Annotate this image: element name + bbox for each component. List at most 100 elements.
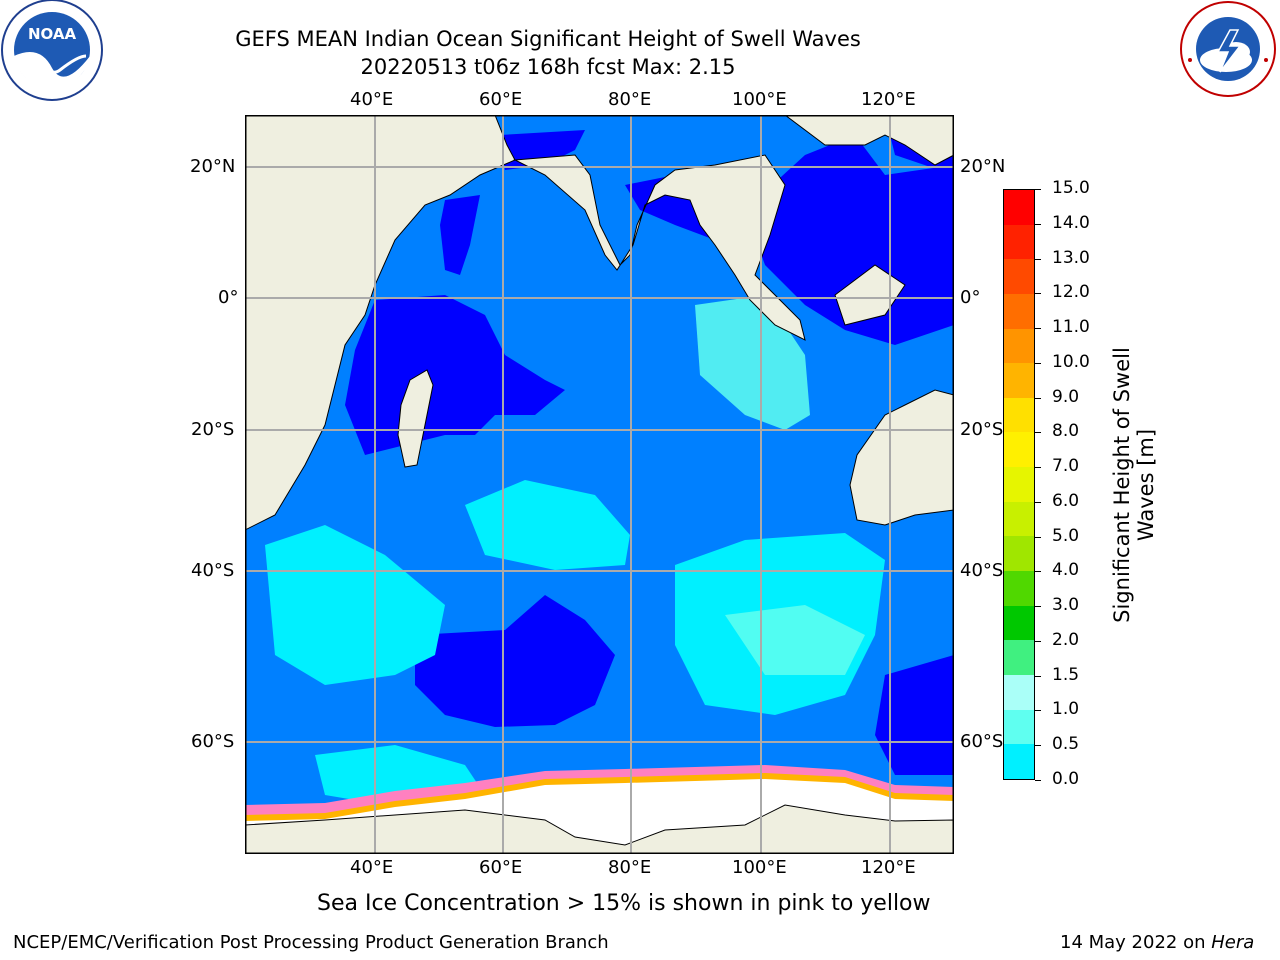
east-asia-land: [784, 115, 954, 166]
colorbar-tick-label: 0.0: [1052, 769, 1080, 789]
madagascar-land: [397, 369, 434, 468]
australia-land: [849, 389, 954, 526]
colorbar-tick-label: 6.0: [1052, 490, 1080, 511]
colorbar-segment: [1004, 709, 1034, 745]
title-line-1: GEFS MEAN Indian Ocean Significant Heigh…: [235, 27, 861, 51]
lat-label-left-20n: 20°N: [190, 156, 236, 177]
colorbar-tick-mark: [1035, 640, 1041, 642]
low-swell-maritime-asia: [745, 135, 954, 345]
colorbar-segment: [1004, 744, 1034, 779]
colorbar-tick-mark: [1035, 745, 1041, 747]
colorbar-tick-mark: [1035, 606, 1041, 608]
colorbar: [1003, 189, 1035, 780]
colorbar-tick-mark: [1035, 571, 1041, 573]
colorbar-tick-label: 2.0: [1052, 629, 1080, 650]
colorbar-tick-label: 9.0: [1052, 386, 1080, 407]
colorbar-segment: [1004, 363, 1034, 398]
lat-label-left-20s: 20°S: [191, 419, 235, 440]
colorbar-segment: [1004, 640, 1034, 675]
colorbar-tick-label: 0.5: [1052, 734, 1080, 755]
colorbar-segment: [1004, 432, 1034, 468]
higher-swell-east: [695, 295, 810, 430]
colorbar-tick-label: 4.0: [1052, 560, 1080, 581]
lon-label-top-80e: 80°E: [608, 89, 652, 110]
colorbar-segment: [1004, 293, 1034, 329]
colorbar-tick-mark: [1035, 432, 1041, 434]
lat-label-right-20n: 20°N: [960, 156, 1006, 177]
lon-label-bottom-60e: 60°E: [479, 857, 523, 878]
colorbar-segment: [1004, 536, 1034, 572]
lon-label-bottom-80e: 80°E: [608, 857, 652, 878]
lat-label-left-40s: 40°S: [191, 560, 235, 581]
antarctica-land: [245, 804, 954, 854]
colorbar-tick-label: 1.5: [1052, 664, 1080, 685]
low-swell-south-east: [875, 655, 954, 775]
colorbar-segment: [1004, 467, 1034, 502]
low-swell-southern-ocean: [415, 595, 615, 727]
graticule: [245, 115, 954, 854]
colorbar-tick-label: 7.0: [1052, 456, 1080, 477]
colorbar-tick-mark: [1035, 258, 1041, 260]
lat-label-right-60s: 60°S: [960, 731, 1004, 752]
lon-label-top-100e: 100°E: [732, 89, 787, 110]
colorbar-segment: [1004, 605, 1034, 641]
colorbar-tick-mark: [1035, 362, 1041, 364]
nws-logo: [1178, 0, 1278, 100]
colorbar-segment: [1004, 328, 1034, 364]
low-swell-arabian-coast: [440, 195, 480, 275]
colorbar-segment: [1004, 571, 1034, 606]
colorbar-tick-label: 8.0: [1052, 421, 1080, 442]
colorbar-tick-label: 12.0: [1052, 282, 1090, 303]
colorbar-tick-mark: [1035, 223, 1041, 225]
colorbar-tick-label: 15.0: [1052, 178, 1090, 198]
colorbar-tick-mark: [1035, 675, 1041, 677]
lon-label-bottom-40e: 40°E: [350, 857, 394, 878]
high-swell-central: [465, 480, 630, 570]
lon-label-bottom-100e: 100°E: [732, 857, 787, 878]
swell-height-map: [245, 115, 954, 854]
colorbar-tick-label: 5.0: [1052, 525, 1080, 546]
colorbar-tick-mark: [1035, 189, 1041, 190]
high-swell-south-west: [265, 525, 445, 685]
lon-label-top-60e: 60°E: [479, 89, 523, 110]
colorbar-segment: [1004, 190, 1034, 225]
lat-label-left-60s: 60°S: [191, 731, 235, 752]
colorbar-tick-label: 10.0: [1052, 351, 1090, 372]
lat-label-right-40s: 40°S: [960, 560, 1004, 581]
colorbar-tick-mark: [1035, 780, 1041, 781]
colorbar-tick-label: 11.0: [1052, 317, 1090, 338]
colorbar-tick-mark: [1035, 501, 1041, 503]
colorbar-ticks: 15.0 14.0 13.0 12.0 11.0 10.0 9.0 8.0 7.0 6.0 5.0 4…: [1035, 178, 1095, 789]
colorbar-segment: [1004, 674, 1034, 710]
lat-label-left-0: 0°: [218, 287, 239, 308]
lon-label-bottom-120e: 120°E: [861, 857, 916, 878]
colorbar-tick-label: 3.0: [1052, 595, 1080, 616]
colorbar-tick-label: 1.0: [1052, 699, 1080, 720]
colorbar-segment: [1004, 397, 1034, 433]
colorbar-tick-mark: [1035, 293, 1041, 295]
footer-date-text: 14 May 2022 on: [1060, 932, 1206, 953]
lat-label-right-0: 0°: [960, 287, 981, 308]
colorbar-tick-mark: [1035, 397, 1041, 399]
borneo-land: [834, 264, 906, 326]
colorbar-tick-label: 14.0: [1052, 212, 1090, 233]
colorbar-segment: [1004, 224, 1034, 260]
sea-ice-caption: Sea Ice Concentration > 15% is shown in …: [317, 891, 931, 916]
map-panel: [245, 115, 954, 854]
title-line-2: 20220513 t06z 168h fcst Max: 2.15: [360, 55, 736, 79]
noaa-logo: NOAA: [0, 0, 104, 104]
lon-label-top-120e: 120°E: [861, 89, 916, 110]
colorbar-tick-mark: [1035, 536, 1041, 538]
colorbar-segment: [1004, 501, 1034, 537]
colorbar-tick-mark: [1035, 710, 1041, 712]
footer-date: 14 May 2022 on Hera: [1060, 932, 1254, 953]
colorbar-tick-label: 13.0: [1052, 247, 1090, 268]
colorbar-label: Significant Height of Swell Waves [m]: [1110, 347, 1158, 623]
lon-label-top-40e: 40°E: [350, 89, 394, 110]
map-frame: [245, 115, 954, 854]
lat-label-right-20s: 20°S: [960, 419, 1004, 440]
colorbar-segment: [1004, 259, 1034, 294]
colorbar-tick-mark: [1035, 328, 1041, 330]
footer-branch: NCEP/EMC/Verification Post Processing Pr…: [13, 932, 609, 953]
colorbar-tick-mark: [1035, 467, 1041, 469]
